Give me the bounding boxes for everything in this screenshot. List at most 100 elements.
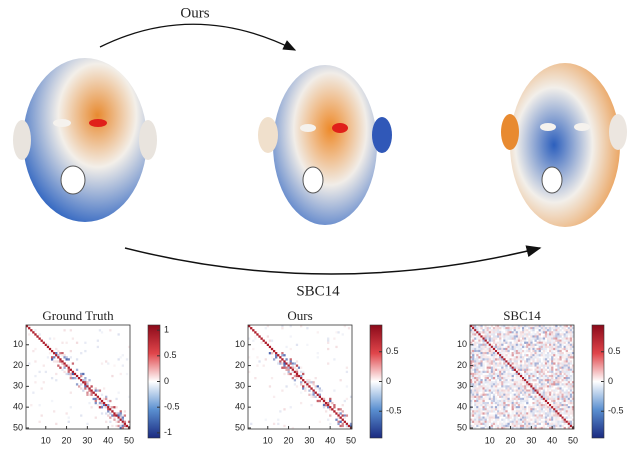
cell <box>480 404 483 407</box>
cell <box>557 374 560 378</box>
cell <box>561 424 564 428</box>
cell <box>555 356 558 359</box>
cell <box>507 395 510 398</box>
cell <box>519 349 523 353</box>
cell <box>519 325 523 328</box>
cell <box>484 406 487 409</box>
cell <box>314 391 317 394</box>
cell <box>517 418 521 421</box>
cell <box>505 333 508 336</box>
cell <box>555 383 558 386</box>
cell <box>482 362 485 365</box>
cell <box>522 420 525 423</box>
cell <box>65 364 68 367</box>
cell <box>524 341 527 344</box>
cell <box>519 354 523 357</box>
cell <box>513 339 516 342</box>
cell <box>490 422 494 426</box>
cell <box>476 399 479 403</box>
cell <box>567 426 571 430</box>
cell <box>69 329 72 332</box>
cell <box>492 389 496 392</box>
cell <box>555 422 558 426</box>
cell <box>569 370 573 374</box>
cell <box>513 381 516 384</box>
cell <box>96 389 99 392</box>
cell <box>522 397 525 401</box>
cell <box>551 377 554 380</box>
cell <box>484 358 487 361</box>
cell <box>84 383 87 386</box>
cell <box>470 372 473 376</box>
cell <box>524 387 527 390</box>
cell <box>513 404 516 407</box>
cell <box>507 370 510 374</box>
cell <box>549 381 552 384</box>
cell <box>295 374 299 378</box>
cell <box>559 354 562 357</box>
cell <box>559 401 562 405</box>
cell <box>530 356 533 359</box>
cell <box>553 337 556 340</box>
cell <box>32 331 35 334</box>
cell <box>530 341 533 344</box>
cell <box>549 410 552 413</box>
cell <box>488 385 491 388</box>
cell <box>480 372 483 376</box>
cell <box>511 372 514 376</box>
cell <box>478 364 481 367</box>
cell <box>499 410 502 413</box>
cell <box>551 370 554 374</box>
cell <box>478 347 481 351</box>
cell <box>513 345 516 349</box>
cell <box>569 366 573 369</box>
cell <box>121 364 124 367</box>
cell <box>542 397 546 401</box>
cell <box>75 383 79 386</box>
cell <box>544 331 548 334</box>
cell <box>474 329 477 332</box>
cell <box>486 329 489 332</box>
cell <box>540 327 543 330</box>
cell <box>331 408 334 411</box>
cell <box>549 385 552 388</box>
cell <box>494 335 498 338</box>
cell <box>519 360 523 363</box>
cell <box>532 416 535 419</box>
cell <box>519 414 523 417</box>
cell <box>551 343 554 346</box>
cell <box>501 368 504 371</box>
cell <box>571 325 575 328</box>
cell <box>84 377 87 380</box>
cell <box>517 377 521 380</box>
cell <box>258 335 261 338</box>
cell <box>492 329 496 332</box>
y-tick-label: 20 <box>235 360 245 370</box>
cell <box>478 345 481 349</box>
cell <box>542 372 546 376</box>
cell <box>559 339 562 342</box>
cell <box>530 424 533 428</box>
cell <box>277 360 280 363</box>
cell <box>540 325 543 328</box>
cell <box>563 383 566 386</box>
cell <box>571 354 575 357</box>
cell <box>571 383 575 386</box>
cell <box>478 395 481 398</box>
cell <box>476 354 479 357</box>
cell <box>490 366 494 369</box>
cell <box>490 339 494 342</box>
cell <box>69 377 72 380</box>
cell <box>522 404 525 407</box>
cell <box>61 352 64 355</box>
cell <box>565 389 568 392</box>
cell <box>559 362 562 365</box>
cell <box>540 420 543 423</box>
cell <box>540 329 543 332</box>
y-tick-label: 40 <box>235 402 245 412</box>
cell <box>107 404 110 407</box>
cell <box>522 349 525 353</box>
cell <box>532 356 535 359</box>
cell <box>84 379 87 382</box>
cell <box>478 387 481 390</box>
